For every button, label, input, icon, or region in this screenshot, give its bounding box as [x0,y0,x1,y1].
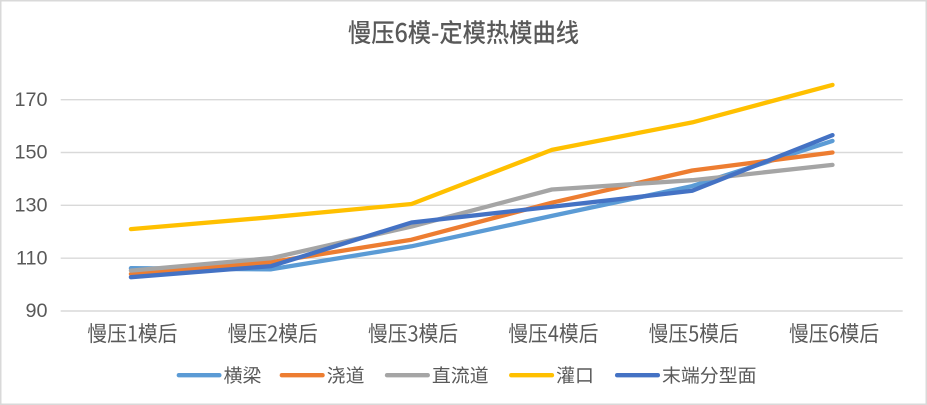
svg-text:170: 170 [14,89,47,111]
svg-text:130: 130 [14,195,47,217]
svg-text:110: 110 [16,247,48,269]
svg-text:150: 150 [14,142,47,164]
svg-text:90: 90 [25,300,47,322]
